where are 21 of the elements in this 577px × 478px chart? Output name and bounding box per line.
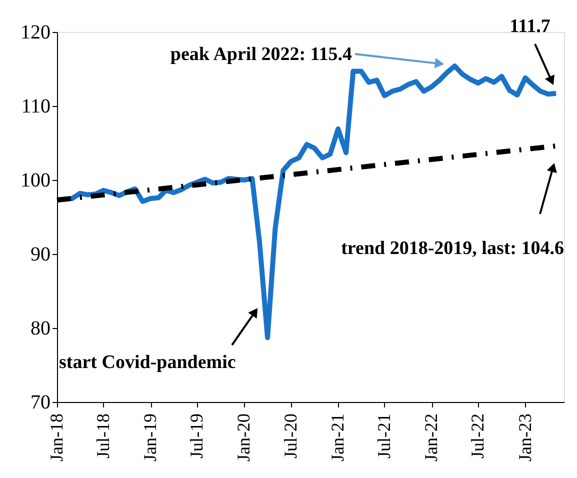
x-tick-label: Jul-20 xyxy=(280,414,300,458)
y-tick-label: 80 xyxy=(30,318,50,340)
x-tick-label: Jan-21 xyxy=(328,414,348,462)
x-tick-label: Jul-18 xyxy=(92,414,113,458)
x-tick-label: Jan-18 xyxy=(46,414,66,462)
x-tick-label: Jul-21 xyxy=(374,414,394,458)
x-tick-label: Jul-22 xyxy=(468,414,488,458)
x-tick-label: Jan-23 xyxy=(514,414,535,462)
annotation: trend 2018-2019, last: 104.6 xyxy=(341,238,564,259)
annotation: peak April 2022: 115.4 xyxy=(170,44,352,65)
annotation: start Covid-pandemic xyxy=(59,352,236,373)
y-tick-label: 100 xyxy=(20,170,50,192)
x-tick-label: Jan-22 xyxy=(421,414,442,462)
x-tick-label: Jan-19 xyxy=(140,414,160,462)
x-tick-label: Jul-19 xyxy=(186,414,207,458)
annotation: 111.7 xyxy=(510,16,551,37)
y-tick-label: 120 xyxy=(20,22,50,44)
y-tick-label: 110 xyxy=(21,96,50,118)
y-tick-label: 90 xyxy=(30,244,50,266)
x-tick-label: Jan-20 xyxy=(234,414,254,462)
y-tick-label: 70 xyxy=(30,392,50,414)
